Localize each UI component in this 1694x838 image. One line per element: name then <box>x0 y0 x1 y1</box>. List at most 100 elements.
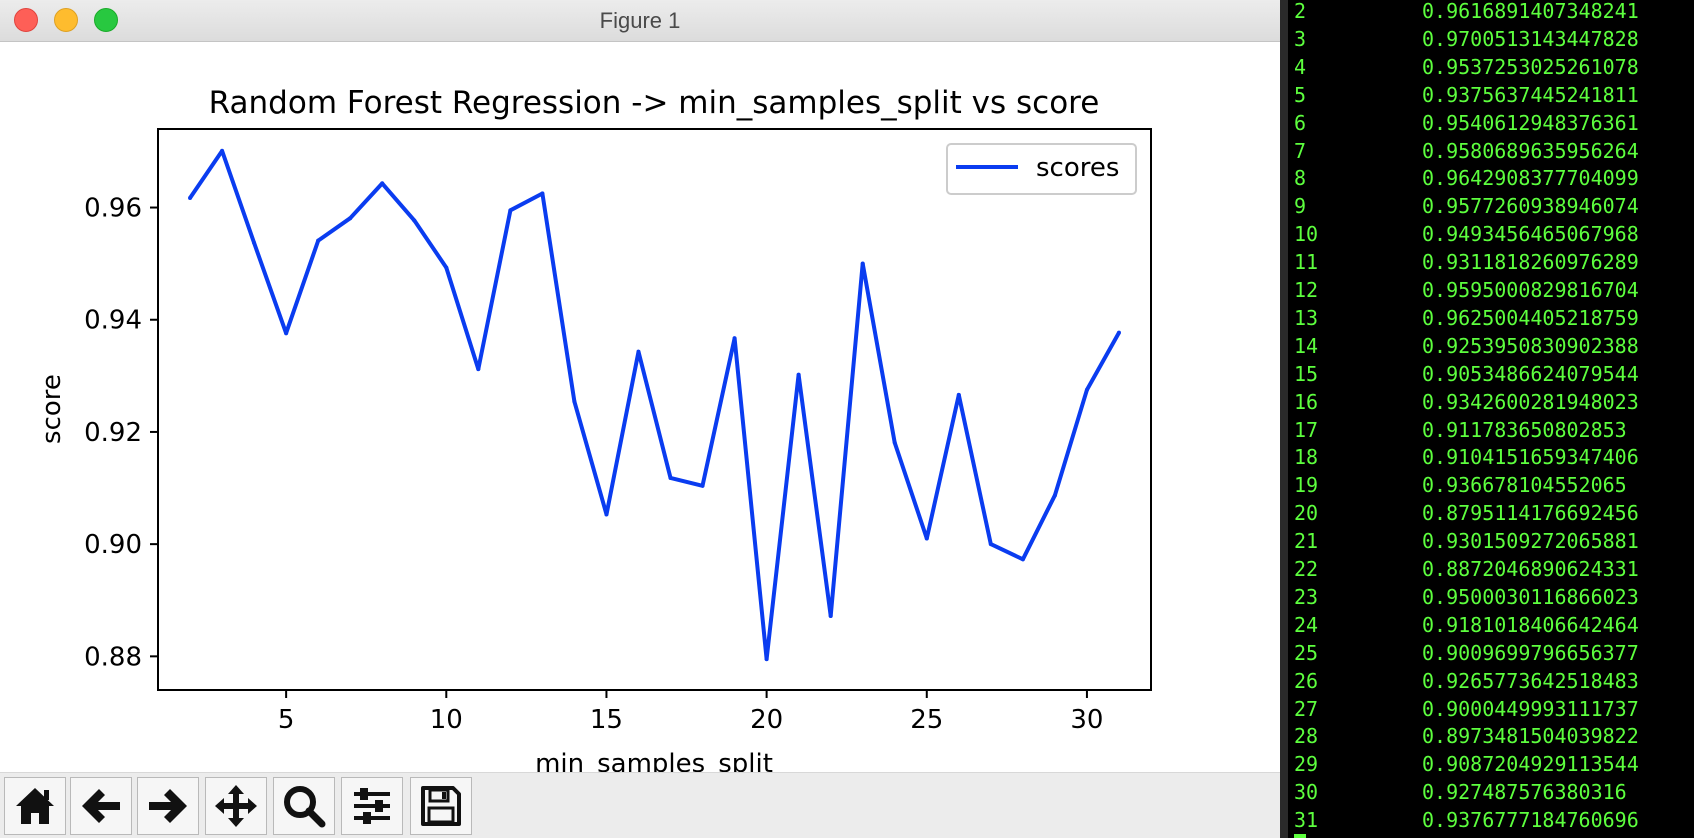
series-point <box>1116 330 1121 335</box>
terminal-row-value: 0.9087204929113544 <box>1422 752 1639 777</box>
forward-arrow-icon <box>149 789 187 823</box>
terminal-row-value: 0.9053486624079544 <box>1422 361 1639 386</box>
matplotlib-toolbar <box>0 772 1280 838</box>
terminal-row-value: 0.9642908377704099 <box>1422 166 1639 191</box>
terminal-row: 12 0.9595000829816704 <box>1294 276 1639 304</box>
terminal-row: 6 0.9540612948376361 <box>1294 109 1639 137</box>
y-tick-label: 0.94 <box>84 306 142 336</box>
series-point <box>444 265 449 270</box>
title-bar[interactable]: Figure 1 <box>0 0 1280 42</box>
series-points <box>188 148 1121 662</box>
terminal-row-index: 21 <box>1294 529 1319 554</box>
terminal-row-value: 0.9540612948376361 <box>1422 110 1639 135</box>
pan-button[interactable] <box>205 777 267 835</box>
series-point <box>540 191 545 196</box>
save-button[interactable] <box>410 777 472 835</box>
configure-subplots-icon <box>354 788 390 824</box>
figure-canvas[interactable]: Random Forest Regression -> min_samples_… <box>0 42 1280 779</box>
x-tick-label: 30 <box>1070 705 1103 735</box>
series-point <box>316 238 321 243</box>
home-button[interactable] <box>4 777 66 835</box>
series-point <box>636 349 641 354</box>
terminal-row-index: 31 <box>1294 808 1319 833</box>
x-axis-label: min_samples_split <box>535 749 773 772</box>
forward-button[interactable] <box>137 777 199 835</box>
series-point <box>924 536 929 541</box>
terminal-row-index: 12 <box>1294 278 1319 302</box>
terminal-row: 28 0.8973481504039822 <box>1294 722 1639 750</box>
terminal-row: 7 0.9580689635956264 <box>1294 137 1639 165</box>
home-icon <box>16 788 54 824</box>
close-button[interactable] <box>14 8 38 32</box>
zoom-button[interactable] <box>94 8 118 32</box>
terminal-row-index: 19 <box>1294 473 1319 498</box>
series-point <box>764 657 769 662</box>
terminal-row-value: 0.9537253025261078 <box>1422 54 1639 79</box>
terminal-row-value: 0.9616891407348241 <box>1422 0 1639 23</box>
terminal-row: 15 0.9053486624079544 <box>1294 360 1639 388</box>
configure-subplots-button[interactable] <box>341 777 403 835</box>
terminal-row-value: 0.9376777184760696 <box>1422 808 1639 833</box>
line-chart[interactable]: Random Forest Regression -> min_samples_… <box>0 42 1280 779</box>
chart-title: Random Forest Regression -> min_samples_… <box>209 85 1100 121</box>
legend-label-scores: scores <box>1036 153 1119 183</box>
terminal-row-index: 16 <box>1294 389 1319 414</box>
terminal-row: 10 0.9493456465067968 <box>1294 220 1639 248</box>
terminal-row-value: 0.9595000829816704 <box>1422 278 1639 302</box>
terminal-row: 23 0.9500030116866023 <box>1294 583 1639 611</box>
terminal-row-value: 0.9342600281948023 <box>1422 389 1639 414</box>
terminal-row: 25 0.9009699796656377 <box>1294 639 1639 667</box>
minimize-button[interactable] <box>54 8 78 32</box>
terminal-row-index: 2 <box>1294 0 1307 23</box>
y-tick-label: 0.92 <box>84 418 142 448</box>
series-point <box>348 216 353 221</box>
series-point <box>1084 387 1089 392</box>
terminal-row-index: 22 <box>1294 557 1319 581</box>
terminal-row: 16 0.9342600281948023 <box>1294 388 1639 416</box>
terminal-row: 22 0.8872046890624331 <box>1294 555 1639 583</box>
terminal-row-value: 0.8973481504039822 <box>1422 724 1639 749</box>
terminal-row-value: 0.9311818260976289 <box>1422 250 1639 275</box>
terminal-row: 13 0.9625004405218759 <box>1294 304 1639 332</box>
pan-move-icon <box>215 785 257 827</box>
terminal-row: 18 0.9104151659347406 <box>1294 443 1639 471</box>
terminal-row-index: 30 <box>1294 780 1319 805</box>
series-point <box>572 399 577 404</box>
series-point <box>1020 557 1025 562</box>
legend: scores <box>946 143 1137 195</box>
terminal-row-index: 23 <box>1294 584 1319 609</box>
terminal-row-index: 10 <box>1294 222 1319 247</box>
save-floppy-icon <box>421 786 461 826</box>
terminal-row-index: 14 <box>1294 333 1319 358</box>
terminal-row: 17 0.911783650802853 <box>1294 416 1627 444</box>
y-tick-label: 0.96 <box>84 194 142 224</box>
series-point <box>860 261 865 266</box>
terminal-row-index: 11 <box>1294 250 1319 275</box>
terminal-row: 11 0.9311818260976289 <box>1294 248 1639 276</box>
terminal-row: 21 0.9301509272065881 <box>1294 527 1639 555</box>
terminal-output[interactable]: 2 0.9616891407348241 3 0.9700513143447828 4 0… <box>1280 0 1694 838</box>
x-tick-label: 25 <box>910 705 943 735</box>
legend-box <box>946 143 1137 195</box>
terminal-row-index: 24 <box>1294 612 1319 637</box>
terminal-row-value: 0.9253950830902388 <box>1422 333 1639 358</box>
terminal-row-index: 17 <box>1294 417 1319 442</box>
series-point <box>668 475 673 480</box>
series-point <box>380 181 385 186</box>
terminal-row: 3 0.9700513143447828 <box>1294 25 1639 53</box>
terminal-row: 4 0.9537253025261078 <box>1294 53 1639 81</box>
terminal-row-index: 4 <box>1294 54 1307 79</box>
figure-window: Figure 1 Random Forest Regression -> min… <box>0 0 1280 838</box>
series-point <box>828 613 833 618</box>
terminal-row-value: 0.9493456465067968 <box>1422 222 1639 247</box>
terminal-row-value: 0.9009699796656377 <box>1422 640 1639 665</box>
y-axis-label: score <box>37 374 67 444</box>
terminal-row-value: 0.9301509272065881 <box>1422 529 1639 554</box>
series-point <box>892 440 897 445</box>
terminal-row-value: 0.9625004405218759 <box>1422 305 1639 330</box>
zoom-rect-button[interactable] <box>273 777 335 835</box>
back-arrow-icon <box>82 789 120 823</box>
terminal-row-index: 26 <box>1294 668 1319 693</box>
series-point <box>188 196 193 201</box>
back-button[interactable] <box>70 777 132 835</box>
